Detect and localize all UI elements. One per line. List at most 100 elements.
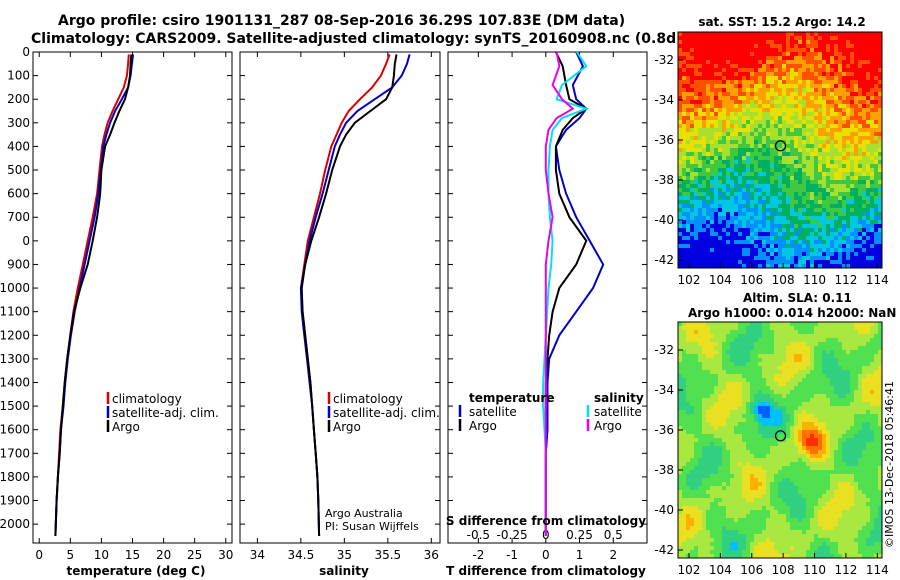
- sst-heatmap-cell: [790, 60, 794, 64]
- sst-heatmap-cell: [722, 224, 726, 228]
- sst-heatmap-cell: [682, 168, 686, 172]
- sla-heatmap-cell: [870, 322, 874, 326]
- sst-heatmap-cell: [810, 112, 814, 116]
- sst-heatmap-cell: [818, 80, 822, 84]
- sla-heatmap-cell: [878, 322, 882, 326]
- sst-heatmap-cell: [794, 148, 798, 152]
- depth-tick-label: 2000: [0, 517, 30, 531]
- sst-heatmap-cell: [774, 248, 778, 252]
- sla-heatmap-cell: [774, 442, 778, 446]
- sst-heatmap-cell: [738, 64, 742, 68]
- sst-heatmap-cell: [874, 104, 878, 108]
- sst-heatmap-cell: [858, 44, 862, 48]
- sla-heatmap-cell: [846, 446, 850, 450]
- sst-heatmap-cell: [710, 148, 714, 152]
- sst-heatmap-cell: [814, 64, 818, 68]
- sla-heatmap-cell: [862, 382, 866, 386]
- sst-heatmap-cell: [710, 140, 714, 144]
- sla-heatmap-cell: [714, 442, 718, 446]
- sla-heatmap-cell: [746, 366, 750, 370]
- sst-heatmap-cell: [690, 220, 694, 224]
- sst-heatmap-cell: [694, 160, 698, 164]
- sst-heatmap-cell: [698, 132, 702, 136]
- sst-heatmap-cell: [730, 204, 734, 208]
- temperature-legend: climatology satellite-adj. clim. Argo: [106, 392, 219, 434]
- sla-heatmap-cell: [826, 358, 830, 362]
- sst-heatmap-cell: [750, 32, 754, 36]
- sst-heatmap-cell: [850, 112, 854, 116]
- sst-heatmap-cell: [810, 264, 814, 268]
- sst-heatmap-cell: [686, 208, 690, 212]
- sla-heatmap-cell: [830, 438, 834, 442]
- sla-heatmap-cell: [830, 410, 834, 414]
- sst-heatmap-cell: [786, 40, 790, 44]
- sla-heatmap-cell: [718, 358, 722, 362]
- sla-heatmap-cell: [710, 402, 714, 406]
- sla-heatmap-cell: [874, 402, 878, 406]
- sst-heatmap-cell: [702, 164, 706, 168]
- sst-heatmap-cell: [778, 36, 782, 40]
- sla-heatmap-cell: [758, 330, 762, 334]
- sst-heatmap-cell: [786, 160, 790, 164]
- sla-heatmap-cell: [810, 346, 814, 350]
- sst-heatmap-cell: [762, 140, 766, 144]
- sst-heatmap-cell: [714, 128, 718, 132]
- sst-heatmap-cell: [742, 208, 746, 212]
- sla-heatmap-cell: [770, 406, 774, 410]
- sst-heatmap-cell: [682, 260, 686, 264]
- sla-heatmap-cell: [710, 398, 714, 402]
- sst-heatmap-cell: [718, 184, 722, 188]
- sla-heatmap-cell: [694, 350, 698, 354]
- sst-heatmap-cell: [742, 164, 746, 168]
- sst-heatmap-cell: [766, 144, 770, 148]
- sst-heatmap-cell: [810, 160, 814, 164]
- sst-heatmap-cell: [850, 200, 854, 204]
- sst-heatmap-cell: [762, 136, 766, 140]
- sst-heatmap-cell: [870, 88, 874, 92]
- sst-heatmap-cell: [874, 132, 878, 136]
- sst-heatmap-cell: [738, 180, 742, 184]
- sst-heatmap-cell: [790, 160, 794, 164]
- sst-heatmap-cell: [686, 132, 690, 136]
- sla-heatmap-cell: [742, 430, 746, 434]
- sst-heatmap-cell: [782, 208, 786, 212]
- sla-heatmap-cell: [706, 370, 710, 374]
- sst-heatmap-cell: [858, 80, 862, 84]
- sla-heatmap-cell: [826, 326, 830, 330]
- sla-heatmap-cell: [678, 362, 682, 366]
- sst-heatmap-cell: [678, 200, 682, 204]
- sst-heatmap-cell: [706, 264, 710, 268]
- sst-heatmap-cell: [810, 204, 814, 208]
- sst-heatmap-cell: [750, 248, 754, 252]
- sla-heatmap-cell: [702, 354, 706, 358]
- sst-heatmap-cell: [866, 40, 870, 44]
- sst-heatmap-cell: [802, 264, 806, 268]
- sla-heatmap-cell: [706, 386, 710, 390]
- sst-heatmap-cell: [790, 252, 794, 256]
- sst-heatmap-cell: [790, 144, 794, 148]
- sst-heatmap-cell: [690, 136, 694, 140]
- sst-heatmap-cell: [746, 124, 750, 128]
- sla-heatmap-cell: [766, 342, 770, 346]
- sst-heatmap-cell: [786, 240, 790, 244]
- sla-heatmap-cell: [850, 442, 854, 446]
- sst-heatmap-cell: [862, 120, 866, 124]
- sst-heatmap-cell: [878, 252, 882, 256]
- sst-heatmap-cell: [874, 252, 878, 256]
- sla-heatmap-cell: [686, 442, 690, 446]
- sst-heatmap-cell: [746, 136, 750, 140]
- sla-heatmap-cell: [790, 322, 794, 326]
- sst-heatmap-cell: [838, 264, 842, 268]
- sla-heatmap-cell: [770, 350, 774, 354]
- sla-heatmap-cell: [826, 410, 830, 414]
- sla-heatmap-cell: [742, 362, 746, 366]
- sst-heatmap-cell: [802, 92, 806, 96]
- sst-heatmap-cell: [826, 96, 830, 100]
- sst-heatmap-cell: [706, 252, 710, 256]
- sst-heatmap-cell: [790, 232, 794, 236]
- sst-heatmap-cell: [878, 100, 882, 104]
- sla-heatmap-cell: [826, 450, 830, 454]
- sst-heatmap-cell: [678, 192, 682, 196]
- sla-heatmap-cell: [862, 442, 866, 446]
- sst-heatmap-cell: [686, 100, 690, 104]
